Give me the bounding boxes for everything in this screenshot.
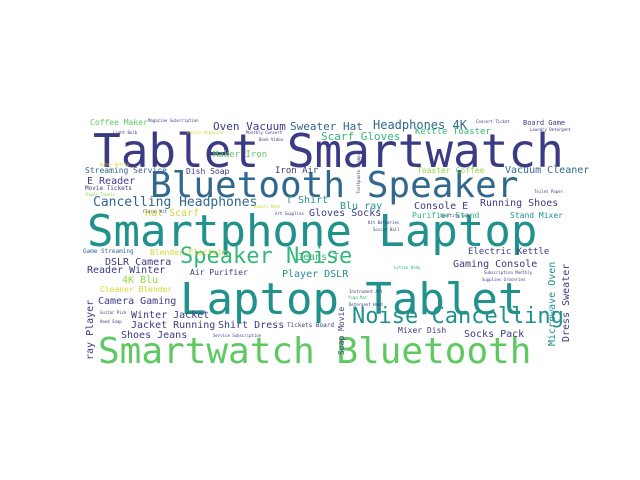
word: Socks Pack (464, 329, 525, 340)
word: Smartphone Laptop (87, 206, 538, 257)
word: Speaker Noise (180, 244, 353, 269)
word: Air Purifier (190, 268, 248, 277)
word: Board Game (523, 119, 566, 127)
word: Cleaner Blender (100, 285, 173, 294)
word: Bluetooth Speaker (150, 165, 519, 206)
word: Monthly Concert (246, 130, 283, 135)
word: Purifier Stand (412, 211, 480, 220)
word: Tickets Board (287, 322, 334, 329)
word: Water Bottle (100, 162, 129, 167)
word: Kit Batteries (368, 220, 400, 225)
word: Paper Towels (86, 192, 115, 197)
word: Electric Kettle (468, 247, 550, 257)
word: Art Supplies (275, 211, 304, 216)
word: Shoes Jeans (121, 330, 188, 341)
word: E Reader (87, 176, 136, 187)
word: Service Subscription (213, 333, 262, 338)
word: Light Bulb (113, 130, 138, 135)
word: Winter Jacket (131, 310, 210, 321)
word: Floral Kit (143, 209, 168, 214)
word: Magazine Subscription (148, 118, 199, 123)
word: Yoga Mat (348, 295, 368, 300)
word: Guitar Pick (100, 310, 127, 315)
word: Hat Scarf (145, 208, 200, 219)
word: Iron Air (275, 166, 319, 176)
word: Toaster Coffee (417, 166, 485, 175)
word: Beauty Mask (254, 204, 281, 209)
word: Detergent Hand (349, 302, 383, 307)
word: Shirt Dress (218, 320, 285, 331)
word: Soccer Ball (373, 227, 400, 232)
word: Blu ray (340, 201, 383, 212)
word: Tablet Smartwatch (93, 124, 564, 178)
word: Coffee Maker (90, 118, 148, 127)
word: Streaming Service (85, 166, 167, 175)
word: Console E (414, 201, 469, 212)
word: Book Video (259, 137, 284, 142)
word: Laundry Detergent (530, 127, 571, 132)
word: Running Shoes (480, 198, 559, 209)
word: Lotion Body (394, 265, 421, 270)
word: 4K Blu (122, 275, 159, 286)
word: Toilet Paper (534, 189, 563, 194)
word: Concert Ticket (476, 119, 510, 124)
word: T Shirt (286, 195, 329, 206)
word: Jeans T (297, 252, 340, 263)
word: Gloves Socks (309, 208, 382, 219)
word: Movie Tickets (85, 185, 132, 192)
word: Instrument Art (349, 289, 383, 294)
word: Toothpaste Shampoo (356, 150, 361, 194)
word: DSLR Camera (105, 257, 172, 268)
word: Oven Vacuum (213, 120, 286, 133)
word: Headphones 4K (373, 118, 467, 132)
word: Noise Cancelling (352, 304, 564, 329)
word: Reader Winter (87, 265, 166, 276)
word: Scarf Gloves (321, 130, 401, 143)
word: Kettle Toaster (415, 127, 491, 137)
word: Stand Mixer (510, 211, 563, 220)
word: Laptop Tablet (180, 274, 525, 325)
word: Sweater Hat (290, 120, 363, 133)
word: Cancelling Headphones (93, 195, 258, 210)
word: Maker Iron (213, 150, 268, 160)
word: ray Player (85, 299, 96, 360)
word: Game Streaming (83, 248, 134, 255)
word: Hand Soap (100, 319, 122, 324)
word: Puzzle Magazine (187, 130, 224, 135)
word: Subscription Monthly (484, 270, 533, 275)
word: Supplies Groceries (482, 277, 526, 282)
word: Blender Electric (150, 248, 228, 257)
word: Vacuum Cleaner (505, 165, 590, 176)
word: Microwave Oven (547, 261, 558, 346)
word: Soap Movie (337, 306, 346, 355)
word: Mixer Dish (398, 326, 447, 335)
word: Camera Gaming (98, 296, 177, 307)
word: Jacket Running (131, 320, 216, 331)
word: Gaming Console (453, 259, 538, 270)
word: Sporting Gear (440, 213, 472, 218)
word: Dress Sweater (561, 263, 572, 342)
word: Player DSLR (282, 269, 349, 280)
word: Smartwatch Bluetooth (98, 331, 532, 372)
word: Dish Soap (186, 167, 230, 176)
